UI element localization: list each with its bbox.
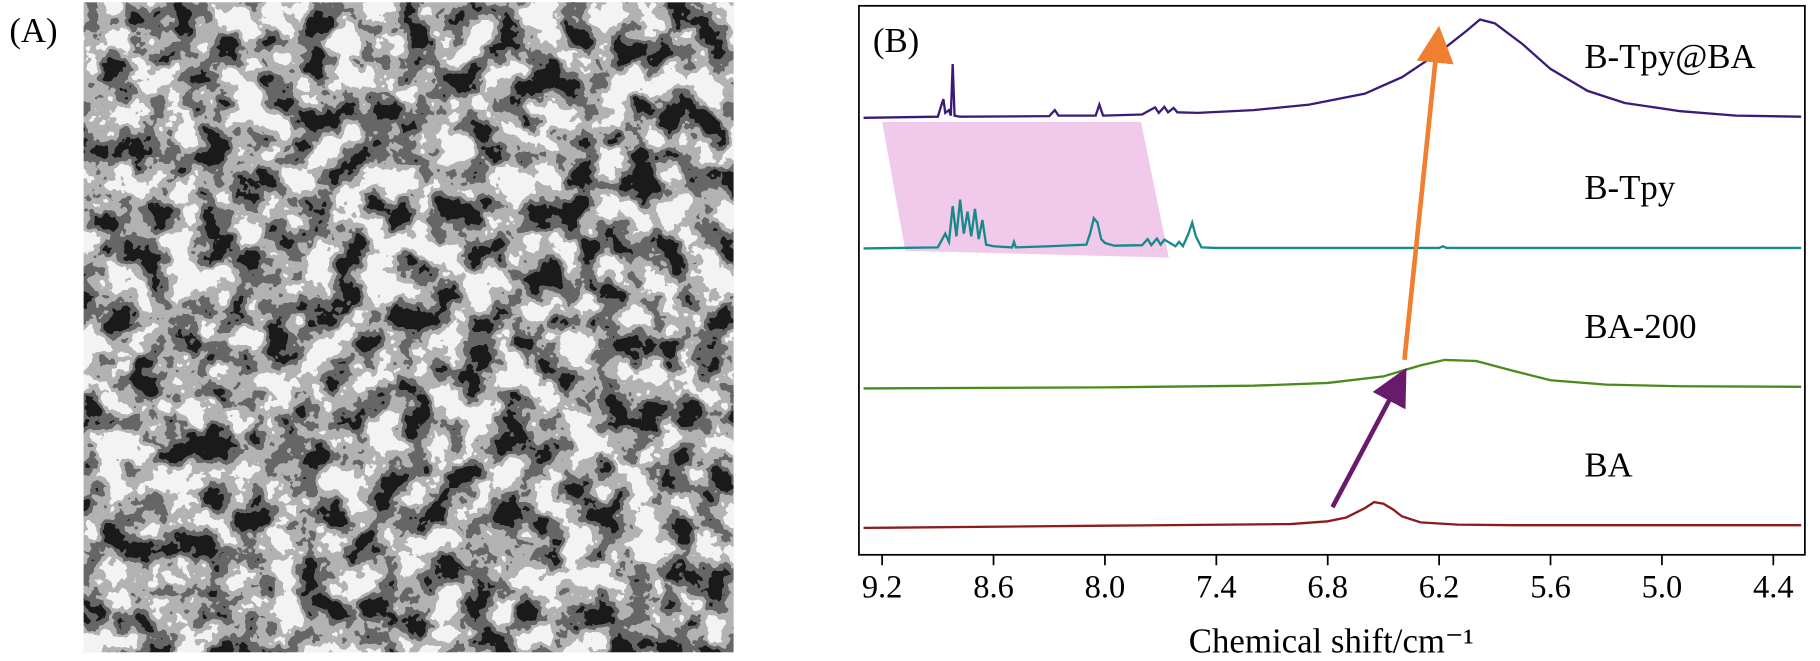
spectrum-line: [863, 358, 1802, 390]
series-label: B-Tpy: [1584, 168, 1675, 207]
x-tick-label: 5.0: [1642, 570, 1683, 606]
x-tick-label: 6.2: [1419, 570, 1460, 606]
spectrum-line: [863, 199, 1802, 250]
x-tick-label: 5.6: [1530, 570, 1571, 606]
series-label: B-Tpy@BA: [1584, 37, 1755, 76]
x-tick-label: 6.8: [1307, 570, 1348, 606]
spectrum-line: [863, 500, 1802, 530]
x-tick-label: 7.4: [1196, 570, 1237, 606]
x-axis-label: Chemical shift/cm⁻¹: [1189, 621, 1474, 660]
sem-texture: [83, 2, 734, 653]
arrow: [1402, 25, 1454, 361]
panel-label: (A): [9, 11, 57, 50]
x-tick-label: 8.6: [973, 570, 1014, 606]
x-tick-label: 4.4: [1753, 570, 1794, 606]
panel-label: (B): [873, 21, 919, 60]
series-label: BA: [1584, 445, 1632, 484]
highlight-region: [882, 121, 1169, 258]
x-tick-label: 9.2: [862, 570, 903, 606]
plot-area: 9.2 8.6 8.0 7.4 6.8 6.2 5.6 5.0 4.4 B-Tpy@BA B-Tpy…: [862, 18, 1802, 606]
plot-frame: [858, 4, 1806, 556]
spectrum-line: [863, 18, 1802, 119]
series-label: BA-200: [1584, 307, 1696, 346]
arrow: [1330, 367, 1407, 509]
x-tick-label: 8.0: [1085, 570, 1126, 606]
